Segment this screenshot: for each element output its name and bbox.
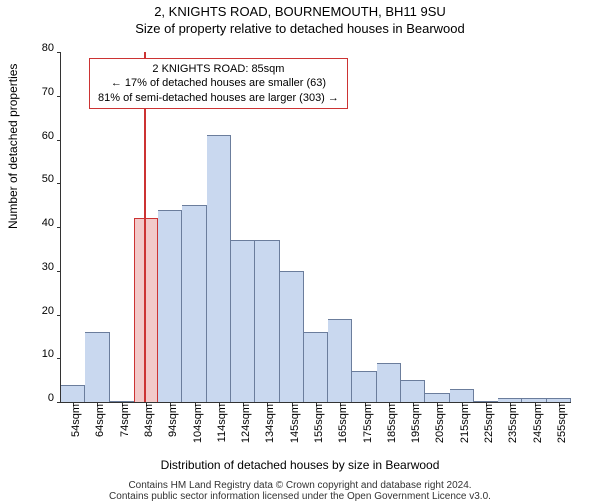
x-tick-label: 165sqm (337, 404, 349, 444)
x-tick-label: 185sqm (386, 404, 398, 444)
histogram-bar (61, 385, 85, 403)
x-axis-label: Distribution of detached houses by size … (0, 458, 600, 472)
x-tick-label: 124sqm (240, 404, 252, 444)
histogram-bar (85, 332, 109, 402)
x-tick-label: 134sqm (264, 404, 276, 444)
histogram-bar (377, 363, 401, 402)
x-tick-label: 255sqm (556, 404, 568, 444)
y-tick-label: 80 (42, 42, 54, 54)
annotation-box: 2 KNIGHTS ROAD: 85sqm← 17% of detached h… (89, 58, 348, 109)
plot-area: 2 KNIGHTS ROAD: 85sqm← 17% of detached h… (60, 52, 571, 403)
y-tick-label: 60 (42, 130, 54, 142)
histogram-bar (207, 135, 231, 402)
chart-footnote: Contains HM Land Registry data © Crown c… (0, 480, 600, 502)
annotation-line-1: 2 KNIGHTS ROAD: 85sqm (98, 62, 339, 76)
histogram-bar (328, 319, 352, 402)
histogram-bar (231, 240, 255, 402)
histogram-bar (425, 393, 449, 402)
y-tick-label: 70 (42, 86, 54, 98)
histogram-bar (304, 332, 328, 402)
histogram-bar (401, 380, 425, 402)
annotation-line-3: 81% of semi-detached houses are larger (… (98, 91, 339, 105)
x-tick-label: 84sqm (143, 404, 155, 444)
x-tick-label: 235sqm (507, 404, 519, 444)
x-tick-label: 104sqm (192, 404, 204, 444)
y-tick-label: 0 (48, 392, 54, 404)
x-tick-label: 215sqm (459, 404, 471, 444)
x-tick-label: 94sqm (167, 404, 179, 444)
x-tick-label: 225sqm (483, 404, 495, 444)
footnote-line-1: Contains HM Land Registry data © Crown c… (0, 480, 600, 491)
histogram-bar (158, 210, 182, 403)
x-tick-label: 195sqm (410, 404, 422, 444)
x-tick-label: 245sqm (532, 404, 544, 444)
histogram-bar (450, 389, 474, 402)
histogram-bar (280, 271, 304, 402)
footnote-line-2: Contains public sector information licen… (0, 491, 600, 502)
x-tick-label: 114sqm (216, 404, 228, 444)
y-tick-label: 20 (42, 305, 54, 317)
x-tick-label: 64sqm (94, 404, 106, 444)
x-tick-label: 155sqm (313, 404, 325, 444)
y-tick-label: 10 (42, 348, 54, 360)
histogram-bar (182, 205, 206, 402)
histogram-bar (255, 240, 279, 402)
histogram-bar (352, 371, 376, 402)
x-tick-label: 54sqm (70, 404, 82, 444)
y-axis-label: Number of detached properties (6, 64, 20, 229)
x-tick-label: 175sqm (362, 404, 374, 444)
y-tick-label: 40 (42, 217, 54, 229)
x-tick-label: 205sqm (434, 404, 446, 444)
y-tick-label: 50 (42, 173, 54, 185)
y-tick-label: 30 (42, 261, 54, 273)
x-tick-label: 74sqm (119, 404, 131, 444)
x-tick-label: 145sqm (289, 404, 301, 444)
annotation-line-2: ← 17% of detached houses are smaller (63… (98, 76, 339, 90)
chart-title: Size of property relative to detached ho… (0, 21, 600, 36)
chart-supertitle: 2, KNIGHTS ROAD, BOURNEMOUTH, BH11 9SU (0, 4, 600, 19)
